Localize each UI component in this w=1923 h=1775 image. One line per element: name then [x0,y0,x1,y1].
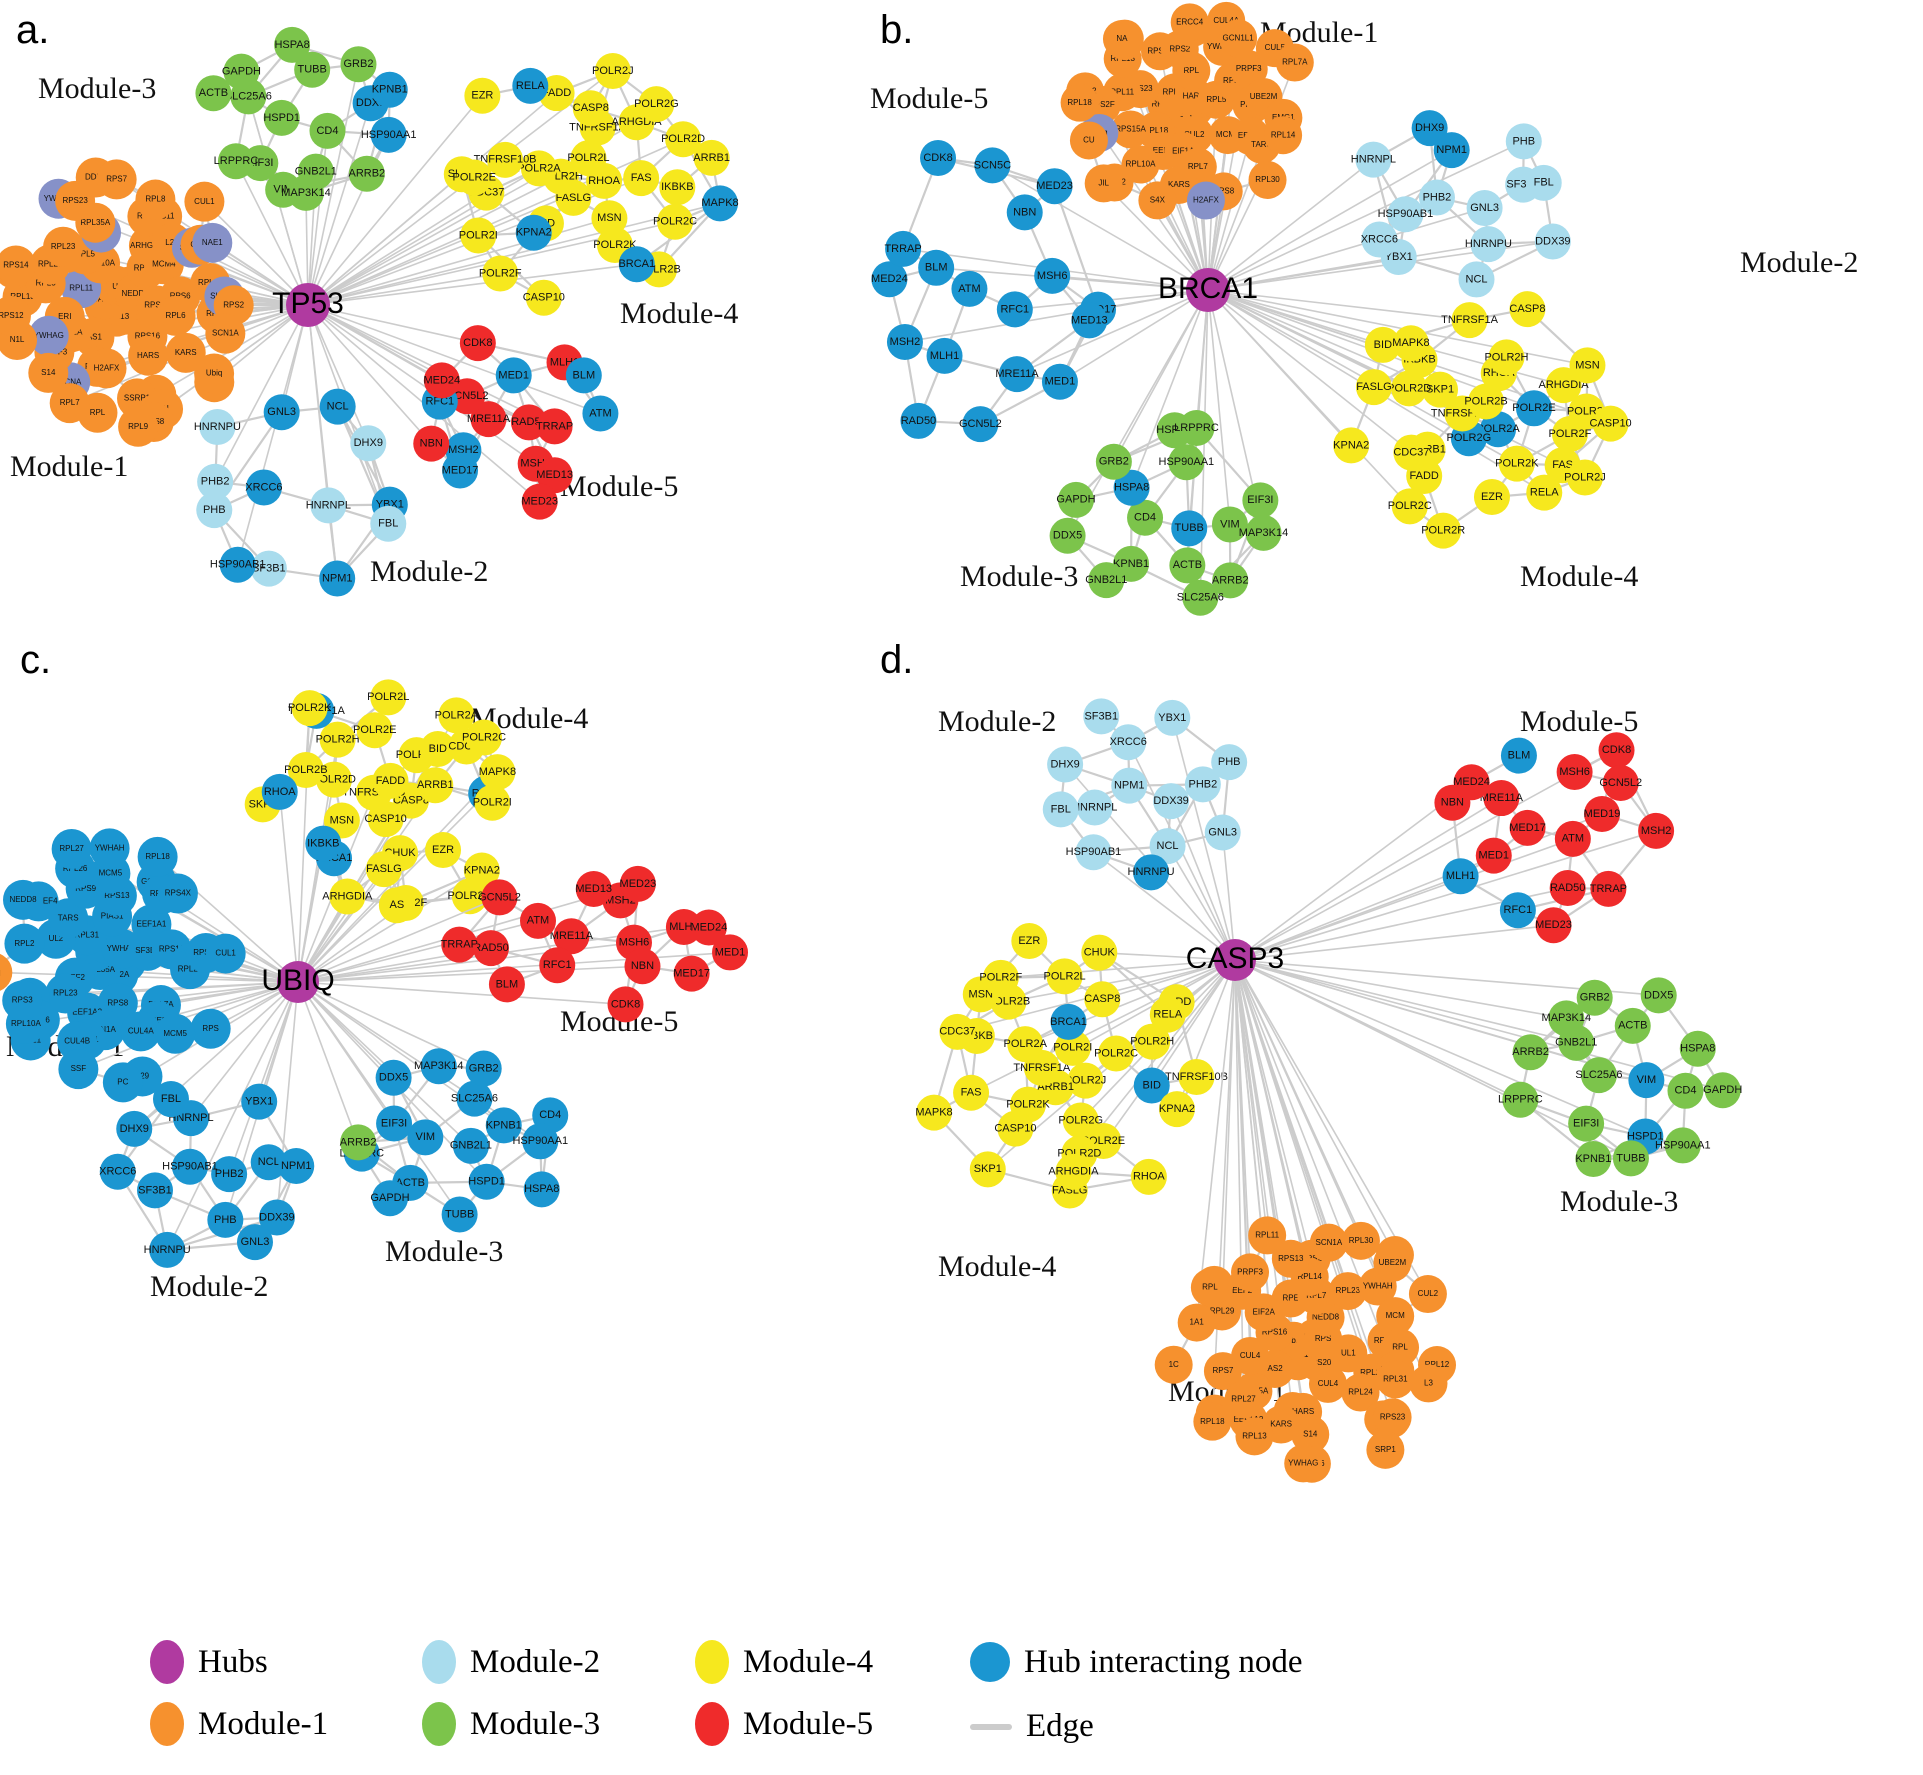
panel-d-module-3-label: Module-3 [1560,1185,1679,1218]
panel-a-module-4-label: Module-4 [620,297,739,330]
panel-a-module-1-label: Module-1 [10,450,129,483]
module-1-swatch-icon [150,1702,184,1746]
panel-c-module-3-label: Module-3 [385,1235,504,1268]
legend-item-module-5: Module-5 [695,1702,873,1746]
panel-d-module-4-label: Module-4 [938,1250,1057,1283]
module-3-swatch-icon [422,1702,456,1746]
panel-a-letter: a. [16,8,50,52]
panel-b-module-4-label: Module-4 [1520,560,1639,593]
legend-item-hubs: Hubs [150,1640,268,1684]
hubs-swatch-icon [150,1640,184,1684]
legend-label-module-2: Module-2 [470,1643,601,1680]
legend-item-module-2: Module-2 [422,1640,600,1684]
svg-text:CASP3: CASP3 [1186,942,1284,975]
panel-a-module-5-label: Module-5 [560,470,679,503]
panel-d-letter: d. [880,638,914,682]
module-2-swatch-icon [422,1640,456,1684]
panel-a: a. Module-3 Module-1 Module-2 Module-4 M… [0,0,960,640]
panel-b-module-3-label: Module-3 [960,560,1079,593]
panel-d-network: DDX39NPM1NCLHNRNPLXRCC6PHB2HSP90AB1FBLDH… [915,698,1742,1483]
legend-label-module-4: Module-4 [743,1643,874,1680]
legend-label-edge: Edge [1026,1708,1094,1744]
legend-item-hub-interacting-node: Hub interacting node [970,1642,1303,1682]
module-4-swatch-icon [695,1640,729,1684]
panel-b-module-2-label: Module-2 [1740,246,1859,279]
svg-text:TP53: TP53 [272,287,344,320]
legend-item-module-4: Module-4 [695,1640,873,1684]
legend-label-module-3: Module-3 [470,1705,601,1742]
hub-interacting-node-swatch-icon [970,1642,1010,1682]
panel-c-module-2-label: Module-2 [150,1270,269,1303]
svg-text:BRCA1: BRCA1 [1158,272,1258,305]
legend: Hubs Module-1 Module-2 Module-3 Module-4… [150,1640,1303,1765]
panel-b: b. Module-1 Module-5 Module-2 Module-3 M… [860,0,1923,660]
legend-item-edge: Edge [970,1708,1094,1745]
edge-swatch-icon [970,1723,1012,1730]
legend-item-module-3: Module-3 [422,1702,600,1746]
panel-c-letter: c. [20,638,52,682]
legend-label-module-5: Module-5 [743,1705,874,1742]
svg-text:UBIQ: UBIQ [261,964,334,997]
panel-d: d. Module-2 Module-5 Module-4 Module-3 M… [860,630,1923,1660]
panel-a-module-3-label: Module-3 [38,72,157,105]
module-5-swatch-icon [695,1702,729,1746]
legend-label-hubs: Hubs [198,1643,268,1680]
panel-b-module-5-label: Module-5 [870,82,989,115]
legend-label-module-1: Module-1 [198,1705,329,1742]
legend-label-hub-interacting-node: Hub interacting node [1024,1643,1303,1680]
panel-a-module-2-label: Module-2 [370,555,489,588]
legend-item-module-1: Module-1 [150,1702,328,1746]
panel-b-network: RPL23RPS13RPL12RPL35ARPL21HARSCUL2RPL18R… [871,1,1632,616]
panel-a-network: CUL4BULRPS13EEF1ATARSJL1UBE2MNEDD8RPS16A… [0,26,739,597]
panel-c-network: CASP8CASP10TNFRSF10BFADDCHUKMSNPOLR2DPOL… [0,679,749,1268]
panel-b-letter: b. [880,8,914,52]
panel-d-module-2-label: Module-2 [938,705,1057,738]
panel-c: c. Module-4 Module-1 Module-5 Module-2 M… [0,630,960,1630]
